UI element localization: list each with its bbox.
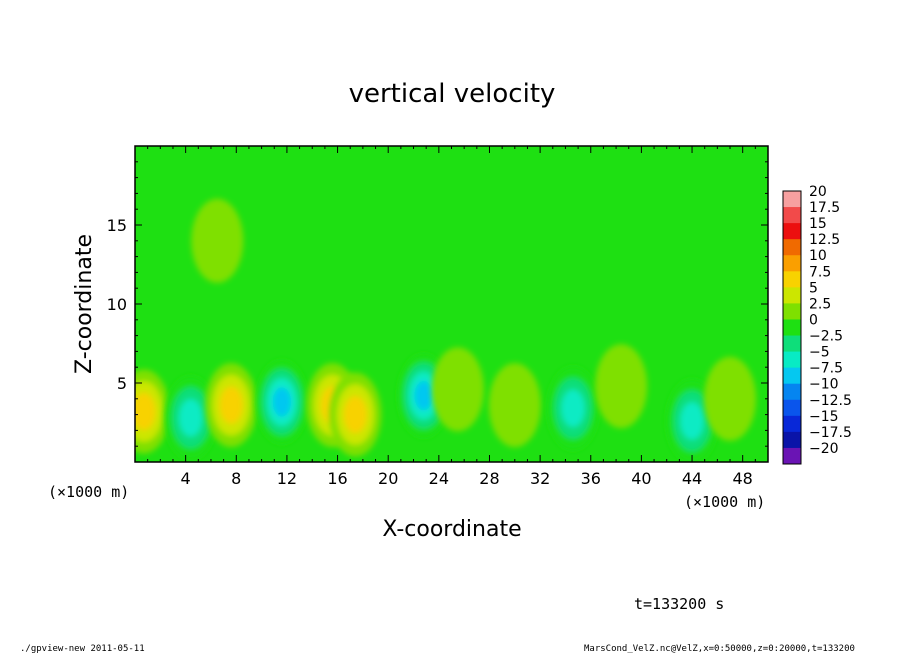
field-contour [191, 198, 244, 283]
y-tick-label: 5 [117, 374, 127, 393]
colorbar-swatch [783, 335, 801, 353]
field-contour [343, 395, 367, 434]
field-feature [431, 347, 484, 432]
colorbar-swatch [783, 399, 801, 417]
colorbar-swatch [783, 255, 801, 272]
field-contour [272, 387, 291, 417]
colorbar-swatch [783, 351, 801, 369]
field-feature [704, 356, 757, 441]
colorbar-label: −17.5 [809, 425, 852, 441]
x-tick-label: 16 [327, 469, 347, 488]
y-axis-label: Z-coordinate [72, 234, 97, 374]
colorbar-label: −15 [809, 409, 839, 425]
field-feature [164, 375, 217, 460]
colorbar-label: −20 [809, 441, 839, 457]
x-axis-ticks: 4 8 12 16 20 24 28 32 36 40 44 48 [147, 146, 756, 488]
colorbar-label: −2.5 [809, 329, 843, 345]
colorbar-label: 5 [809, 280, 818, 296]
x-tick-label: 8 [231, 469, 241, 488]
footer-right-info: MarsCond_VelZ.nc@VelZ,x=0:50000,z=0:2000… [584, 644, 855, 654]
colorbar-label: 12.5 [809, 232, 840, 248]
field-features [135, 198, 757, 462]
field-contour [431, 347, 484, 432]
x-axis-label: X-coordinate [382, 517, 521, 542]
field-feature [329, 372, 382, 457]
colorbar-swatch [783, 303, 801, 320]
field-feature [547, 366, 600, 451]
x-tick-label: 48 [733, 469, 753, 488]
field-contour [680, 402, 704, 440]
x-tick-label: 28 [479, 469, 499, 488]
field-feature [488, 363, 541, 448]
colorbar-label: 10 [809, 248, 827, 264]
field-contour [488, 363, 541, 448]
x-tick-label: 40 [631, 469, 651, 488]
field-contour [179, 399, 203, 437]
colorbar-swatch [783, 287, 801, 304]
colorbar-label: 2.5 [809, 296, 831, 312]
colorbar-label: −7.5 [809, 361, 843, 377]
x-tick-label: 4 [181, 469, 191, 488]
field-feature [191, 198, 244, 283]
colorbar: 2017.51512.5107.552.50−2.5−5−7.5−10−12.5… [782, 184, 852, 465]
field-feature [255, 359, 308, 444]
colorbar-swatch [783, 447, 801, 465]
field-contour [595, 344, 648, 429]
field-contour [414, 381, 433, 411]
field-contour [704, 356, 757, 441]
field-contour [135, 392, 156, 431]
field-feature [595, 344, 648, 429]
colorbar-swatch [783, 239, 801, 256]
x-tick-label: 12 [277, 469, 297, 488]
x-tick-label: 32 [530, 469, 550, 488]
colorbar-swatch [783, 207, 801, 224]
colorbar-label: 17.5 [809, 200, 840, 216]
time-label: t=133200 s [634, 595, 724, 613]
colorbar-swatch [783, 271, 801, 288]
x-tick-label: 20 [378, 469, 398, 488]
colorbar-swatch [783, 415, 801, 433]
x-tick-label: 36 [581, 469, 601, 488]
y-tick-label: 15 [107, 216, 127, 235]
chart-title: vertical velocity [349, 79, 556, 109]
colorbar-swatch [783, 223, 801, 240]
colorbar-label: 15 [809, 216, 827, 232]
x-unit-right: (×1000 m) [684, 493, 765, 511]
y-axis-ticks: 5 10 15 [107, 161, 768, 447]
colorbar-frame [782, 190, 802, 465]
x-tick-label: 44 [682, 469, 702, 488]
colorbar-label: −5 [809, 345, 830, 361]
colorbar-swatch [783, 383, 801, 401]
footer-left-info: ./gpview-new 2011-05-11 [20, 644, 145, 654]
colorbar-swatch [783, 319, 801, 337]
y-tick-label: 10 [107, 295, 127, 314]
colorbar-swatch [783, 191, 801, 208]
colorbar-label: 7.5 [809, 264, 831, 280]
field-feature [135, 369, 170, 454]
field-contour [561, 389, 585, 427]
colorbar-label: −10 [809, 377, 839, 393]
colorbar-swatch [783, 367, 801, 385]
field-contour [219, 386, 243, 424]
x-unit-left: (×1000 m) [48, 483, 129, 501]
colorbar-label: 0 [809, 312, 818, 328]
colorbar-label: 20 [809, 184, 827, 200]
colorbar-swatch [783, 431, 801, 449]
x-tick-label: 24 [429, 469, 449, 488]
colorbar-label: −12.5 [809, 393, 852, 409]
field-feature [205, 363, 258, 448]
